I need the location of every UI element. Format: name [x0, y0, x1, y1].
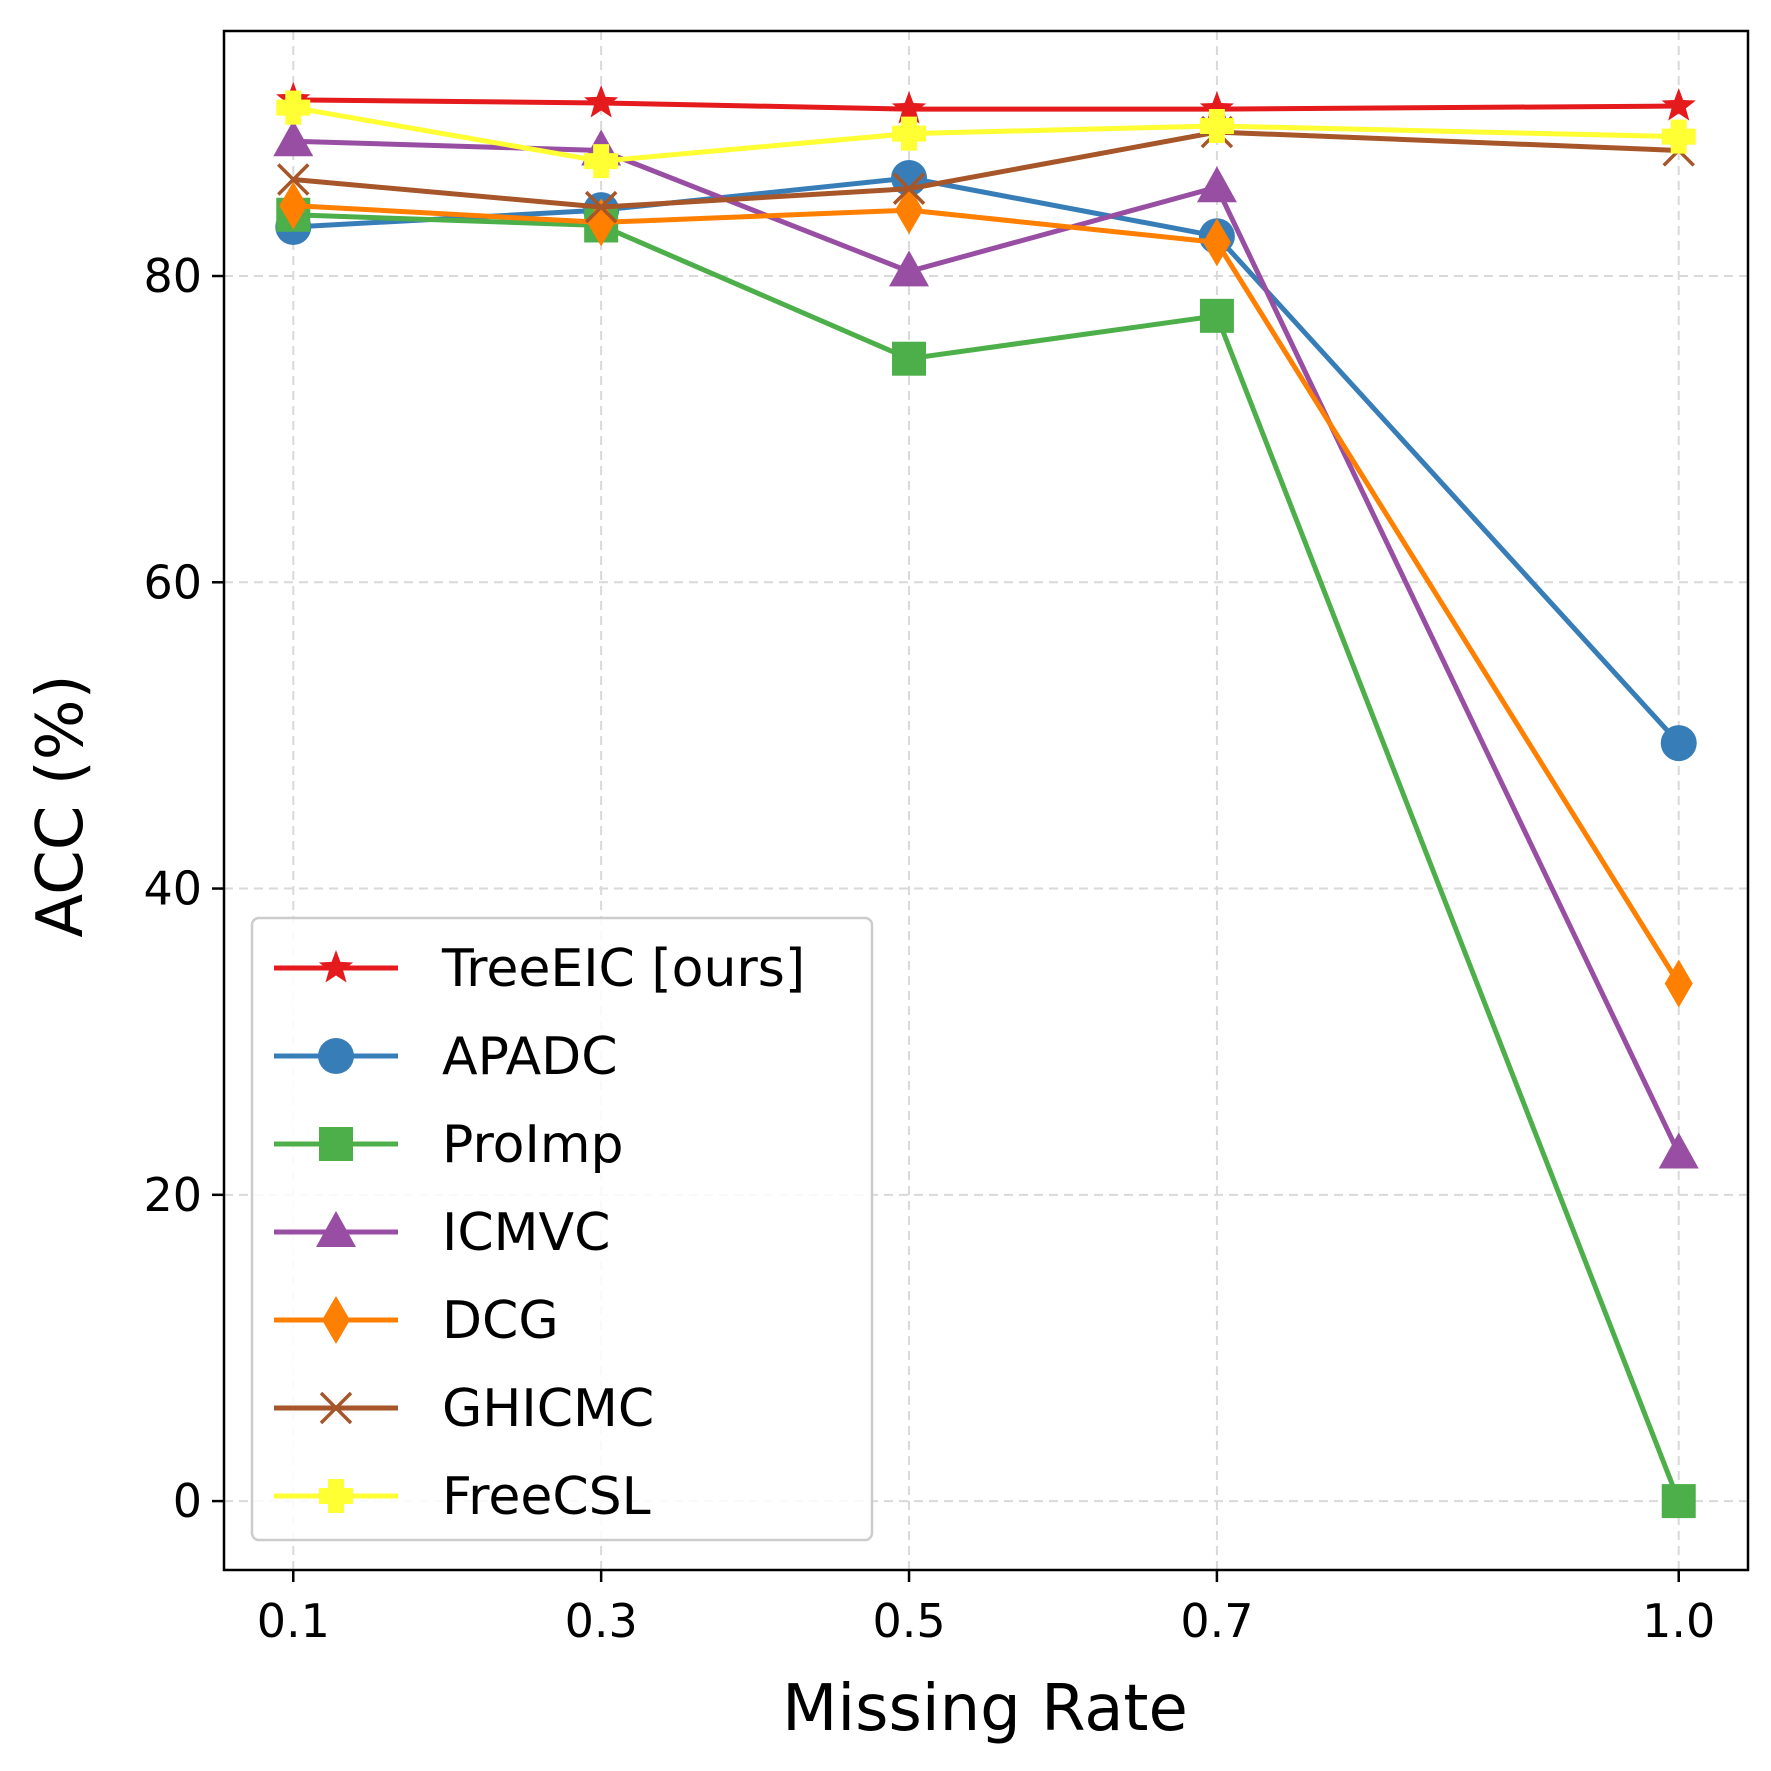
axis-ticks: 0.1 0.3 0.5 0.7 1.0 0 20 40 60 80: [143, 249, 1715, 1648]
data-point: [1661, 1484, 1696, 1519]
data-point: [1660, 725, 1697, 762]
data-point: [276, 90, 311, 125]
legend-marker: [322, 1296, 350, 1344]
series-line: [293, 97, 1679, 112]
legend-marker: [319, 1127, 353, 1161]
data-point: [584, 190, 618, 224]
legend-marker: [316, 1211, 356, 1247]
legend-label: DCG: [442, 1291, 559, 1351]
data-point: [584, 84, 619, 118]
legend-marker: [319, 1479, 353, 1513]
legend-label: ProImp: [442, 1115, 624, 1175]
data-point: [273, 120, 314, 157]
y-tick-label: 80: [143, 249, 202, 303]
y-tick-label: 40: [143, 862, 202, 916]
legend-label: TreeEIC [ours]: [441, 939, 805, 999]
data-point: [1661, 88, 1696, 121]
data-point: [1202, 218, 1231, 267]
data-point: [889, 250, 930, 287]
data-point: [891, 91, 927, 124]
data-point: [1196, 166, 1237, 203]
data-point: [1199, 108, 1234, 143]
y-tick-label: 20: [143, 1168, 202, 1222]
series-icmvc: [273, 120, 1699, 1169]
series-line: [292, 105, 1679, 164]
y-axis-label: ACC (%): [24, 674, 98, 937]
legend-label: ICMVC: [442, 1203, 610, 1263]
data-point: [1199, 91, 1235, 124]
legend-item: ICMVC: [274, 1203, 610, 1263]
x-tick-label: 0.5: [872, 1594, 945, 1648]
data-point: [584, 144, 619, 179]
legend-marker: [318, 950, 354, 983]
series-dcg: [279, 181, 1693, 1008]
series-group: [273, 81, 1699, 1519]
legend-item: FreeCSL: [274, 1467, 651, 1527]
y-tick-label: 60: [143, 555, 202, 609]
data-point: [279, 181, 308, 230]
data-point: [892, 172, 926, 205]
legend-item: ProImp: [274, 1115, 624, 1175]
x-tick-label: 0.1: [257, 1594, 330, 1648]
legend-item: APADC: [274, 1027, 618, 1087]
x-axis-label: Missing Rate: [782, 1672, 1188, 1746]
series-line: [293, 203, 1681, 985]
legend-label: APADC: [442, 1027, 618, 1087]
legend: TreeEIC [ours] APADC ProImp ICMVC DCG GHICMC F…: [250, 916, 874, 1542]
legend-box: [250, 916, 874, 1542]
data-point: [892, 341, 927, 376]
data-point: [1658, 1132, 1699, 1169]
x-tick-label: 1.0: [1642, 1594, 1715, 1648]
y-tick-label: 0: [173, 1474, 202, 1528]
x-tick-label: 0.7: [1180, 1594, 1253, 1648]
legend-label: GHICMC: [442, 1379, 654, 1439]
data-point: [277, 163, 310, 196]
legend-marker: [318, 1038, 354, 1074]
legend-item: TreeEIC [ours]: [274, 939, 805, 999]
data-point: [892, 116, 927, 151]
series-freecsl: [276, 90, 1696, 179]
legend-label: FreeCSL: [442, 1467, 651, 1527]
data-point: [587, 198, 616, 247]
legend-marker: [319, 1391, 353, 1425]
data-point: [895, 186, 924, 235]
legend-item: GHICMC: [274, 1379, 654, 1439]
legend-item: DCG: [274, 1291, 559, 1351]
data-point: [1199, 298, 1234, 333]
plot-frame: [222, 29, 1750, 1572]
series-line: [293, 175, 1681, 745]
series-treeeic-ours: [276, 81, 1696, 124]
x-tick-label: 0.3: [565, 1594, 638, 1648]
data-point: [1664, 959, 1693, 1008]
data-point: [1661, 119, 1696, 154]
